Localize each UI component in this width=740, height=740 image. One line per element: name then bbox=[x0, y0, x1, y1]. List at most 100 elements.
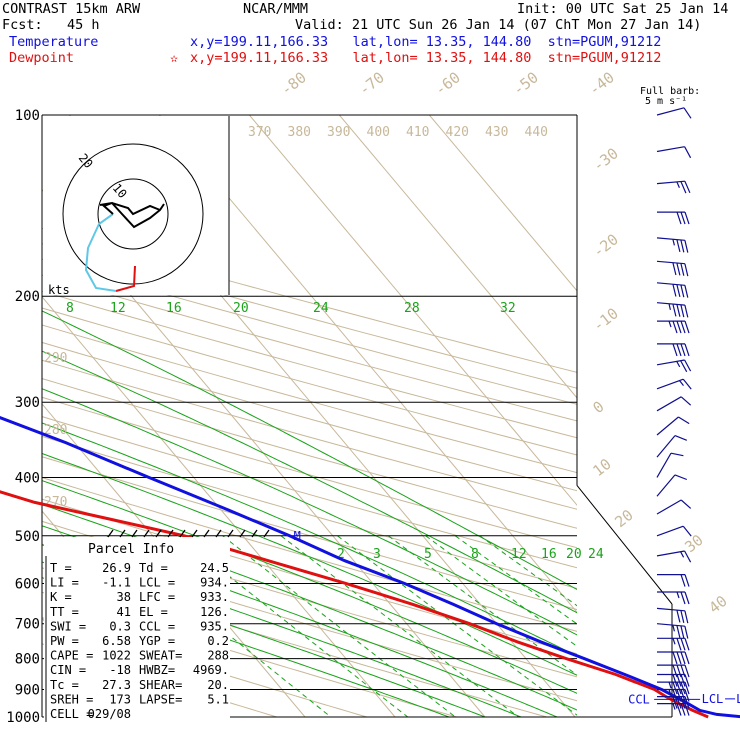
theta-label: 280 bbox=[44, 423, 67, 438]
parcel-info-box: Parcel Info T = 26.9 Td = 24.5 LI = -1.1 LCL = 9… bbox=[44, 529, 270, 727]
dry-adiabat-line bbox=[42, 274, 577, 422]
pressure-label: 1000 bbox=[6, 710, 40, 726]
barb-legend-title: Full barb: bbox=[640, 86, 701, 97]
parcel-key: SREH = bbox=[50, 692, 93, 706]
parcel-key: PW = bbox=[50, 634, 79, 648]
dry-adiabat-line bbox=[42, 435, 577, 589]
dry-adiabat-line bbox=[42, 591, 457, 717]
wind-barbs bbox=[656, 107, 692, 716]
parcel-key: SWI = bbox=[50, 619, 86, 633]
wind-barb bbox=[656, 416, 690, 436]
mixing-ratio-label: 2 bbox=[337, 547, 345, 562]
pressure-label: 300 bbox=[15, 395, 40, 411]
frame-diagonal bbox=[576, 485, 673, 605]
parcel-value: 173 bbox=[109, 692, 131, 706]
parcel-value: 6.58 bbox=[102, 634, 131, 648]
pressure-label: 700 bbox=[15, 617, 40, 633]
pressure-label: 100 bbox=[15, 108, 40, 124]
header-org: NCAR/MMM bbox=[243, 1, 309, 17]
wind-barb bbox=[656, 302, 689, 318]
parcel-hatch bbox=[227, 529, 234, 538]
wind-barb bbox=[657, 320, 690, 334]
isotherm-label: -10 bbox=[589, 304, 621, 335]
parcel-hatch bbox=[251, 529, 258, 538]
parcel-value: 27.3 bbox=[102, 678, 131, 692]
parcel-key: T = bbox=[50, 561, 72, 575]
header-fcst: Fcst: 45 h bbox=[2, 17, 100, 33]
parcel-hatch bbox=[167, 529, 174, 538]
isotherm-label: -30 bbox=[589, 144, 621, 175]
wind-barb bbox=[656, 378, 692, 390]
mixing-ratio-label: 16 bbox=[541, 547, 557, 562]
wind-barb bbox=[657, 651, 690, 665]
parcel-key: LCL = bbox=[139, 576, 175, 590]
theta-e-label: 20 bbox=[233, 301, 249, 316]
dry-adiabat-line bbox=[42, 258, 577, 405]
header-model: CONTRAST 15km ARW bbox=[2, 1, 141, 17]
isotherm-line bbox=[428, 115, 577, 292]
theta-label: 290 bbox=[44, 351, 67, 366]
isotherm-label: -80 bbox=[277, 68, 309, 99]
legend-temperature: Temperature bbox=[9, 34, 99, 50]
theta-e-label: 32 bbox=[500, 301, 516, 316]
wind-barb bbox=[656, 525, 692, 537]
parcel-value: 41 bbox=[117, 605, 131, 619]
theta-e-label: 24 bbox=[313, 301, 329, 316]
parcel-key: TT = bbox=[50, 605, 79, 619]
wind-barb bbox=[657, 664, 690, 678]
mixing-ratio-label: 24 bbox=[588, 547, 604, 562]
mixing-ratio-label: 12 bbox=[511, 547, 527, 562]
header-valid: Valid: 21 UTC Sun 26 Jan 14 (07 ChT Mon … bbox=[295, 17, 702, 33]
parcel-key: SWEAT= bbox=[139, 649, 182, 663]
parcel-key: LFC = bbox=[139, 590, 175, 604]
parcel-value: 38 bbox=[117, 590, 131, 604]
dry-adiabat-line bbox=[42, 290, 577, 439]
theta-e-label: 8 bbox=[66, 301, 74, 316]
wind-barb bbox=[656, 435, 688, 458]
wind-barb bbox=[656, 396, 692, 412]
lfc-label: LFC bbox=[736, 692, 740, 706]
parcel-value: 288 bbox=[207, 649, 229, 663]
parcel-value: 4969. bbox=[193, 663, 229, 677]
theta-e-label: 12 bbox=[110, 301, 126, 316]
theta-e-label: 28 bbox=[404, 301, 420, 316]
m-label: M bbox=[294, 529, 301, 543]
parcel-hatch bbox=[107, 529, 114, 538]
isotherm-line bbox=[338, 115, 577, 399]
wind-barb bbox=[657, 591, 690, 605]
theta-e-label: 16 bbox=[166, 301, 182, 316]
parcel-value: 934. bbox=[200, 576, 229, 590]
isotherm-label: -50 bbox=[509, 68, 541, 99]
mixing-ratio-label: 3 bbox=[373, 547, 381, 562]
wind-barb bbox=[656, 146, 692, 159]
theta-label: 370 bbox=[248, 125, 271, 140]
mixing-ratio-line bbox=[222, 535, 456, 717]
theta-label: 440 bbox=[525, 125, 548, 140]
parcel-key: CCL = bbox=[139, 619, 175, 633]
mixing-ratio-line bbox=[388, 535, 577, 676]
parcel-value: 029/08 bbox=[88, 707, 131, 721]
wind-barb bbox=[657, 343, 690, 357]
parcel-value: 0.3 bbox=[109, 619, 131, 633]
header-init: Init: 00 UTC Sat 25 Jan 14 bbox=[517, 1, 729, 17]
dry-adiabat-line bbox=[42, 227, 577, 373]
mixing-ratio-line bbox=[337, 535, 577, 716]
wind-barb bbox=[656, 623, 689, 639]
ccl-label: CCL bbox=[628, 692, 650, 706]
hodograph-unit: kts bbox=[48, 283, 70, 297]
wind-barb bbox=[656, 452, 684, 478]
parcel-hatch bbox=[191, 529, 198, 538]
parcel-hatch bbox=[143, 529, 150, 538]
wind-barb bbox=[657, 673, 690, 687]
wind-barb bbox=[657, 696, 690, 709]
pressure-label: 400 bbox=[15, 470, 40, 486]
parcel-key: CELL = bbox=[50, 707, 93, 721]
pressure-label: 600 bbox=[15, 576, 40, 592]
parcel-key: Td = bbox=[139, 561, 168, 575]
wind-barb bbox=[656, 359, 692, 373]
wind-barb bbox=[657, 703, 690, 716]
parcel-key: LAPSE= bbox=[139, 692, 182, 706]
wind-barb bbox=[657, 688, 690, 702]
pressure-label: 500 bbox=[15, 529, 40, 545]
parcel-value: 1022 bbox=[102, 649, 131, 663]
